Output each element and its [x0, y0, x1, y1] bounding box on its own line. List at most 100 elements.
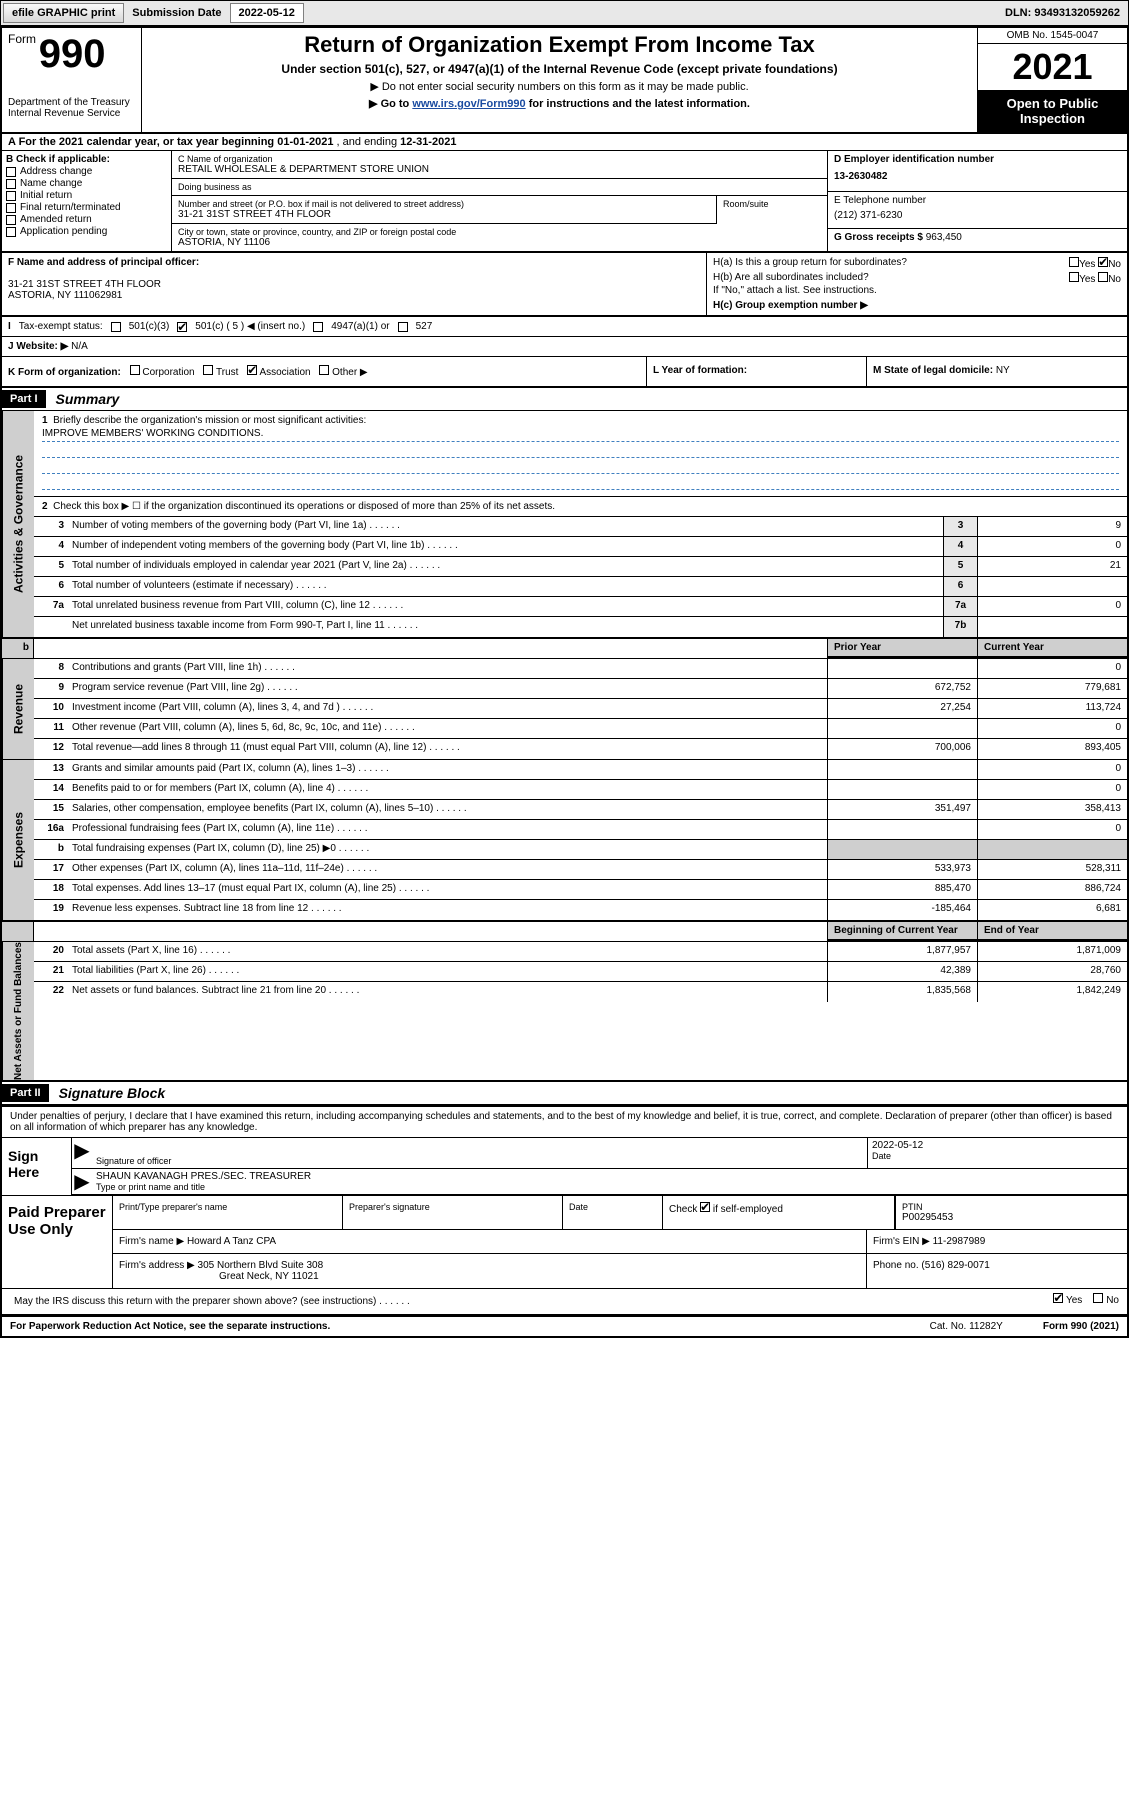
- current-value: 6,681: [977, 900, 1127, 920]
- discuss-row: May the IRS discuss this return with the…: [2, 1288, 1127, 1315]
- mission-blank-1: [42, 444, 1119, 458]
- discuss-yes-checkbox[interactable]: [1053, 1293, 1063, 1303]
- ha-yes: Yes: [1079, 259, 1095, 270]
- arrow-icon: ▶: [72, 1138, 92, 1168]
- col-b-label: B Check if applicable:: [6, 154, 167, 165]
- line-b: bTotal fundraising expenses (Part IX, co…: [34, 840, 1127, 860]
- gross-label: G Gross receipts $: [834, 232, 923, 243]
- checkbox-application-pending[interactable]: [6, 227, 16, 237]
- officer-signature-field[interactable]: Signature of officer: [92, 1138, 867, 1168]
- f-addr2: ASTORIA, NY 111062981: [8, 290, 700, 301]
- mission-blank-2: [42, 460, 1119, 474]
- line-num: 10: [34, 699, 68, 718]
- hc-row: H(c) Group exemption number ▶: [713, 300, 1121, 311]
- tax-year-begin: 01-01-2021: [277, 136, 333, 148]
- discuss-yn: Yes No: [939, 1293, 1119, 1310]
- officer-name-line: ▶ SHAUN KAVANAGH PRES./SEC. TREASURER Ty…: [72, 1169, 1127, 1195]
- officer-name-field: SHAUN KAVANAGH PRES./SEC. TREASURER Type…: [92, 1169, 1127, 1194]
- checkbox-initial-return[interactable]: [6, 191, 16, 201]
- checkbox-527[interactable]: [398, 322, 408, 332]
- checkbox-501c[interactable]: [177, 322, 187, 332]
- line-num: 3: [34, 517, 68, 536]
- hb-no-checkbox[interactable]: [1098, 272, 1108, 282]
- firm-ein-label: Firm's EIN ▶: [873, 1236, 930, 1247]
- prior-value: [827, 760, 977, 779]
- self-employed-checkbox[interactable]: [700, 1202, 710, 1212]
- checkbox-corp[interactable]: [130, 365, 140, 375]
- checkbox-assoc[interactable]: [247, 365, 257, 375]
- firm-phone-cell: Phone no. (516) 829-0071: [867, 1254, 1127, 1288]
- top-toolbar: efile GRAPHIC print Submission Date 2022…: [0, 0, 1129, 26]
- hb-yes-checkbox[interactable]: [1069, 272, 1079, 282]
- dln-value: 93493132059262: [1034, 7, 1120, 19]
- pp-ptin-cell: PTIN P00295453: [895, 1196, 1127, 1229]
- line-value: 0: [977, 597, 1127, 616]
- omb-number: OMB No. 1545-0047: [978, 28, 1127, 44]
- checkbox-501c3[interactable]: [111, 322, 121, 332]
- year-header-row: b Prior Year Current Year: [2, 637, 1127, 659]
- officer-name-value: SHAUN KAVANAGH PRES./SEC. TREASURER: [96, 1171, 1123, 1182]
- line-box: 7a: [943, 597, 977, 616]
- part-ii-title: Signature Block: [49, 1082, 176, 1104]
- line-18: 18Total expenses. Add lines 13–17 (must …: [34, 880, 1127, 900]
- line-num: 17: [34, 860, 68, 879]
- prior-value: [827, 840, 977, 859]
- current-value: 28,760: [977, 962, 1127, 981]
- lbl-initial-return: Initial return: [20, 190, 72, 201]
- line-desc: Total fundraising expenses (Part IX, col…: [68, 840, 827, 859]
- checkbox-final-return[interactable]: [6, 203, 16, 213]
- paid-preparer-row: Paid Preparer Use Only Print/Type prepar…: [2, 1195, 1127, 1288]
- submission-date-value: 2022-05-12: [230, 3, 304, 23]
- checkbox-address-change[interactable]: [6, 167, 16, 177]
- lbl-final-return: Final return/terminated: [20, 202, 121, 213]
- ha-yn: Yes No: [1069, 257, 1121, 270]
- irs-link[interactable]: www.irs.gov/Form990: [412, 98, 525, 110]
- current-year-header: Current Year: [977, 639, 1127, 658]
- section-bcde: B Check if applicable: Address change Na…: [2, 151, 1127, 253]
- checkbox-name-change[interactable]: [6, 179, 16, 189]
- checkbox-4947[interactable]: [313, 322, 323, 332]
- line-num: 13: [34, 760, 68, 779]
- efile-print-button[interactable]: efile GRAPHIC print: [3, 3, 124, 23]
- lbl-527: 527: [416, 321, 433, 332]
- hb-label: H(b) Are all subordinates included?: [713, 272, 869, 283]
- dba-cell: Doing business as: [172, 179, 827, 196]
- checkbox-trust[interactable]: [203, 365, 213, 375]
- line-desc: Total unrelated business revenue from Pa…: [68, 597, 943, 616]
- line-num: 14: [34, 780, 68, 799]
- line-desc: Number of voting members of the governin…: [68, 517, 943, 536]
- ha-no-checkbox[interactable]: [1098, 257, 1108, 267]
- activities-governance-block: Activities & Governance 1 Briefly descri…: [2, 411, 1127, 637]
- firm-addr-cell: Firm's address ▶ 305 Northern Blvd Suite…: [113, 1254, 867, 1288]
- form-outer: Form 990 Department of the Treasury Inte…: [0, 26, 1129, 1338]
- m-value: NY: [996, 365, 1010, 376]
- lbl-address-change: Address change: [20, 166, 92, 177]
- discuss-no-checkbox[interactable]: [1093, 1293, 1103, 1303]
- goto-prefix: ▶ Go to: [369, 98, 412, 110]
- lbl-501c3: 501(c)(3): [129, 321, 170, 332]
- preparer-line-3: Firm's address ▶ 305 Northern Blvd Suite…: [113, 1254, 1127, 1288]
- line-10: 10Investment income (Part VIII, column (…: [34, 699, 1127, 719]
- ssn-warning: ▶ Do not enter social security numbers o…: [148, 80, 971, 93]
- checkbox-amended-return[interactable]: [6, 215, 16, 225]
- bcy-eoy-header-row: Beginning of Current Year End of Year: [2, 920, 1127, 942]
- goto-line: ▶ Go to www.irs.gov/Form990 for instruct…: [148, 97, 971, 110]
- q1-text: Briefly describe the organization's miss…: [53, 415, 366, 426]
- vtab-spacer: b: [2, 639, 34, 658]
- line-19: 19Revenue less expenses. Subtract line 1…: [34, 900, 1127, 920]
- sig-date-label: Date: [872, 1151, 1123, 1161]
- prior-value: [827, 820, 977, 839]
- line-num: b: [34, 840, 68, 859]
- form-ref: Form 990 (2021): [1043, 1321, 1119, 1332]
- net-assets-block: Net Assets or Fund Balances 20Total asse…: [2, 942, 1127, 1080]
- checkbox-other[interactable]: [319, 365, 329, 375]
- lbl-other: Other ▶: [332, 367, 367, 378]
- street-value: 31-21 31ST STREET 4TH FLOOR: [178, 209, 710, 220]
- ha-yes-checkbox[interactable]: [1069, 257, 1079, 267]
- gross-cell: G Gross receipts $ 963,450: [828, 229, 1127, 246]
- hb-note: If "No," attach a list. See instructions…: [713, 285, 1121, 296]
- line-num: 5: [34, 557, 68, 576]
- street-label: Number and street (or P.O. box if mail i…: [178, 199, 710, 209]
- col-b-label-text: B Check if applicable:: [6, 154, 110, 165]
- line-num: 22: [34, 982, 68, 1002]
